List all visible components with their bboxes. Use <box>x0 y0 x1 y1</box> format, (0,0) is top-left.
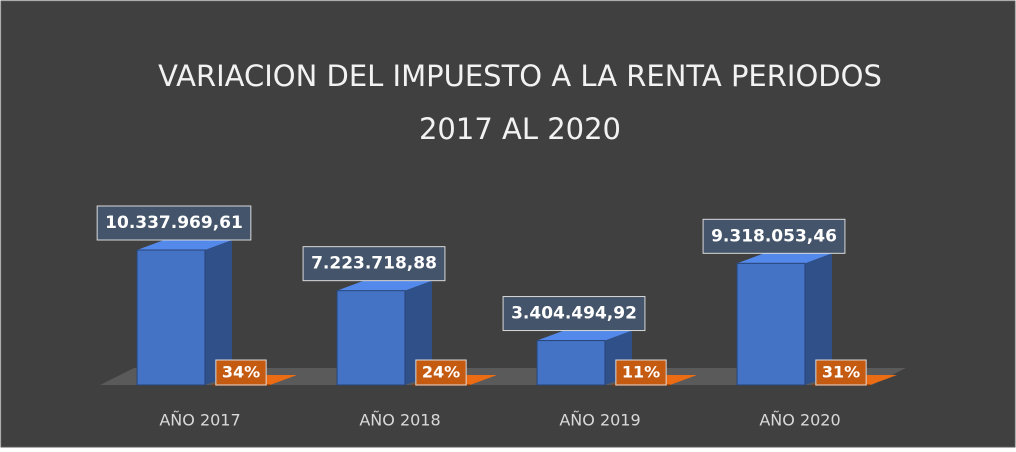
x-tick-label: AÑO 2017 <box>159 411 240 430</box>
chart-title: 2017 AL 2020 <box>419 112 621 146</box>
bar-front <box>336 290 406 386</box>
bar-front <box>736 262 806 386</box>
bar-side <box>405 280 432 385</box>
data-label: 31% <box>822 362 860 381</box>
data-label: 10.337.969,61 <box>105 213 243 233</box>
bar <box>736 253 832 386</box>
data-label: 34% <box>222 362 260 381</box>
data-label: 7.223.718,88 <box>311 254 437 274</box>
bar-side <box>805 253 832 385</box>
data-label: 3.404.494,92 <box>511 304 637 324</box>
data-label-box <box>815 359 867 386</box>
bar <box>136 240 232 386</box>
bar-top <box>737 253 832 264</box>
data-label-box <box>615 359 667 386</box>
data-label-box <box>502 296 646 332</box>
x-tick-label: AÑO 2020 <box>759 411 840 430</box>
data-label-box <box>702 218 846 254</box>
x-tick-label: AÑO 2018 <box>359 411 440 430</box>
bar-side <box>205 240 232 385</box>
bar-front <box>136 249 206 386</box>
bar-top <box>337 280 432 291</box>
data-label: 11% <box>622 362 660 381</box>
bar-side <box>270 374 297 385</box>
data-label: 24% <box>422 362 460 381</box>
bar <box>536 330 632 386</box>
bar-top <box>137 240 232 250</box>
chart-title: VARIACION DEL IMPUESTO A LA RENTA PERIOD… <box>158 59 882 93</box>
data-label: 9.318.053,46 <box>711 226 837 246</box>
data-label-box <box>96 205 252 241</box>
bar-side <box>470 374 497 385</box>
bar-top <box>537 330 632 341</box>
data-label-box <box>215 359 267 386</box>
bar-side <box>870 374 897 385</box>
floor <box>100 368 906 385</box>
data-label-box <box>302 246 446 282</box>
x-tick-label: AÑO 2019 <box>559 411 640 430</box>
bar-front <box>536 340 606 386</box>
bar <box>336 280 432 386</box>
bar-side <box>670 374 697 385</box>
data-label-box <box>415 359 467 386</box>
